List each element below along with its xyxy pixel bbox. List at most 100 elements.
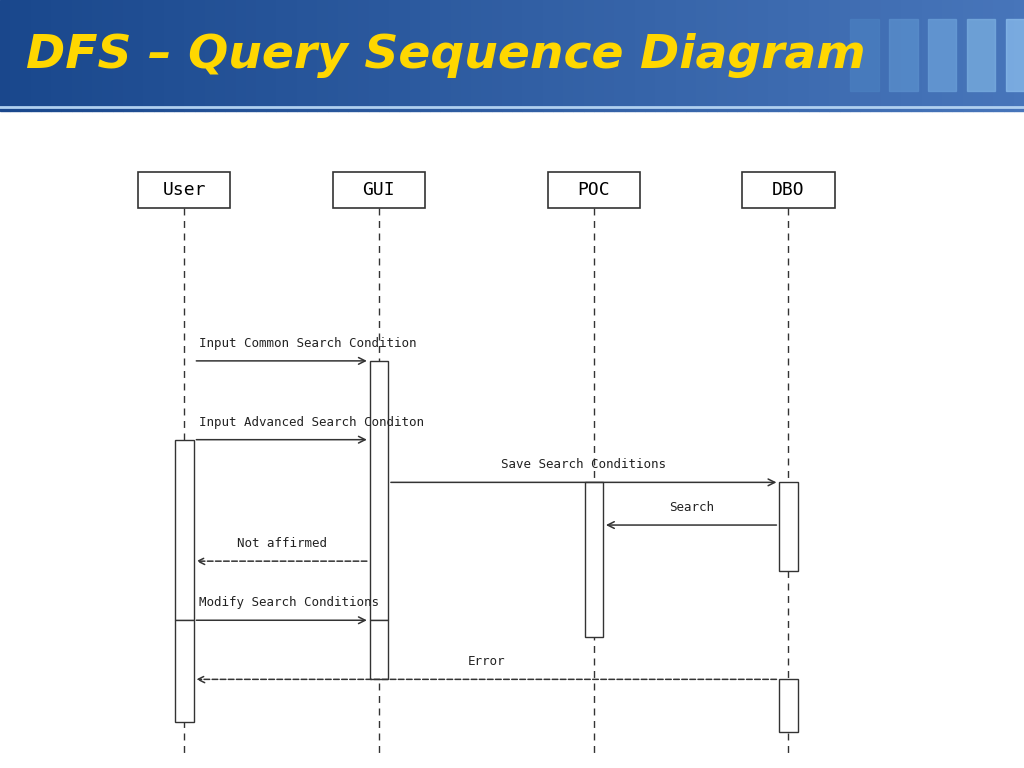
Text: GUI: GUI (362, 181, 395, 199)
Bar (666, 0, 676, 111)
Bar (287, 0, 297, 111)
Bar (154, 0, 164, 111)
Bar (891, 0, 901, 111)
Bar (307, 0, 317, 111)
Bar (502, 0, 512, 111)
Bar (256, 0, 266, 111)
Bar (246, 0, 256, 111)
Bar (532, 0, 543, 111)
Bar (164, 0, 174, 111)
Bar (430, 0, 440, 111)
Bar (113, 0, 123, 111)
Bar (889, 19, 918, 91)
Bar (942, 0, 952, 111)
Bar (779, 680, 798, 732)
Bar (297, 0, 307, 111)
Bar (973, 0, 983, 111)
Text: Save Search Conditions: Save Search Conditions (501, 458, 667, 472)
Bar (928, 19, 956, 91)
Bar (512, 0, 522, 111)
Bar (92, 0, 102, 111)
Bar (779, 482, 798, 571)
Bar (10, 0, 20, 111)
Bar (758, 0, 768, 111)
Bar (389, 0, 399, 111)
Text: Modify Search Conditions: Modify Search Conditions (199, 596, 379, 609)
Bar (881, 0, 891, 111)
Bar (102, 0, 113, 111)
Text: Input Common Search Condition: Input Common Search Condition (199, 336, 416, 349)
Bar (276, 0, 287, 111)
Bar (72, 0, 82, 111)
Bar (809, 0, 819, 111)
Bar (870, 0, 881, 111)
Bar (358, 0, 369, 111)
Bar (952, 0, 963, 111)
Bar (573, 0, 584, 111)
Bar (922, 0, 932, 111)
Bar (1006, 19, 1024, 91)
Bar (850, 19, 879, 91)
Bar (440, 0, 451, 111)
Bar (82, 0, 92, 111)
Bar (645, 0, 655, 111)
Bar (461, 0, 471, 111)
Bar (51, 0, 61, 111)
Bar (819, 0, 829, 111)
Bar (20, 0, 31, 111)
Bar (338, 0, 348, 111)
Bar (993, 0, 1004, 111)
Bar (707, 0, 717, 111)
Bar (768, 0, 778, 111)
Text: DBO: DBO (772, 181, 805, 199)
Bar (604, 0, 614, 111)
Bar (317, 0, 328, 111)
Bar (328, 0, 338, 111)
Bar (41, 0, 51, 111)
Bar (614, 0, 625, 111)
Bar (717, 0, 727, 111)
Bar (635, 0, 645, 111)
Bar (522, 0, 532, 111)
Bar (748, 0, 758, 111)
Bar (788, 0, 799, 111)
Bar (333, 172, 425, 208)
Bar (737, 0, 748, 111)
Bar (369, 0, 379, 111)
Bar (901, 0, 911, 111)
Bar (829, 0, 840, 111)
Bar (174, 0, 184, 111)
Bar (543, 0, 553, 111)
Bar (696, 0, 707, 111)
Bar (420, 0, 430, 111)
Bar (840, 0, 850, 111)
Bar (850, 0, 860, 111)
Bar (963, 0, 973, 111)
Bar (655, 0, 666, 111)
Bar (61, 0, 72, 111)
Bar (585, 482, 603, 637)
Bar (799, 0, 809, 111)
Bar (625, 0, 635, 111)
Bar (983, 0, 993, 111)
Text: Error: Error (468, 655, 505, 668)
Bar (563, 0, 573, 111)
Bar (399, 0, 410, 111)
Bar (184, 0, 195, 111)
Bar (1004, 0, 1014, 111)
Bar (266, 0, 276, 111)
Bar (175, 439, 194, 621)
Text: User: User (163, 181, 206, 199)
Bar (195, 0, 205, 111)
Bar (584, 0, 594, 111)
Bar (778, 0, 788, 111)
Bar (727, 0, 737, 111)
Bar (205, 0, 215, 111)
Text: Search: Search (669, 501, 714, 514)
Bar (594, 0, 604, 111)
Bar (370, 621, 388, 680)
Bar (133, 0, 143, 111)
Text: Not affirmed: Not affirmed (237, 537, 327, 550)
Text: Input Advanced Search Conditon: Input Advanced Search Conditon (199, 415, 424, 429)
Bar (932, 0, 942, 111)
